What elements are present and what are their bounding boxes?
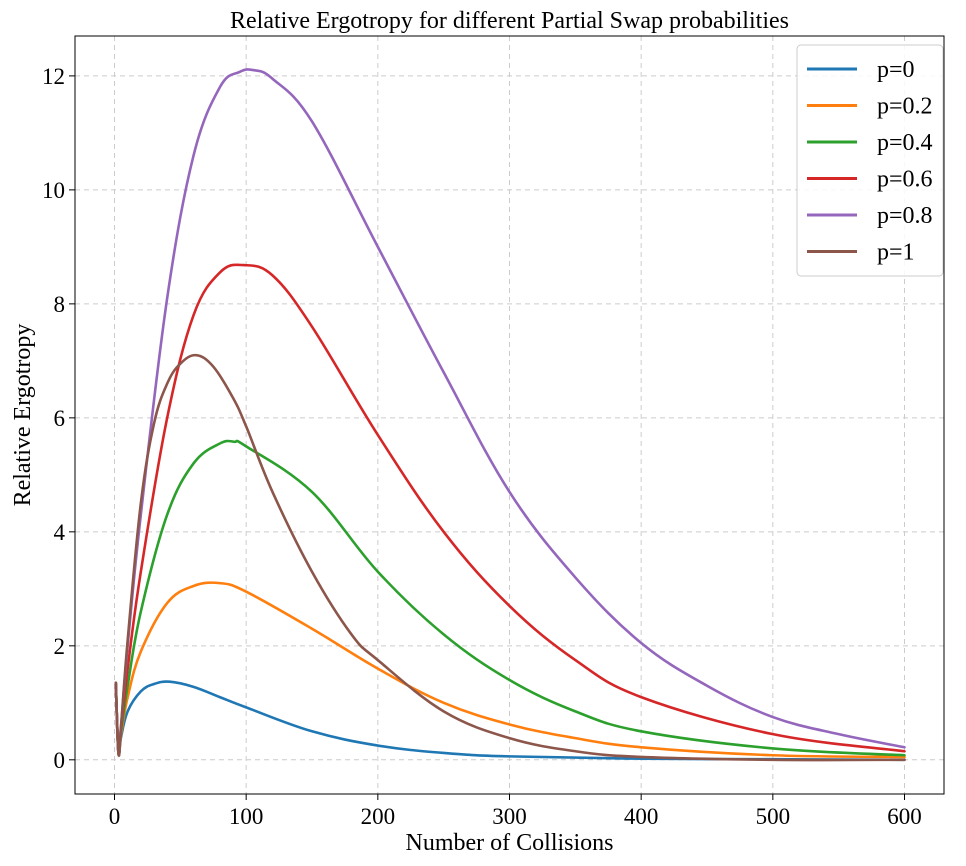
y-tick-label: 12 [42, 64, 65, 89]
y-tick-label: 2 [54, 634, 66, 659]
legend-label: p=1 [877, 240, 915, 266]
x-tick-label: 0 [109, 804, 121, 829]
legend-label: p=0 [877, 57, 915, 83]
legend-label: p=0.8 [877, 203, 933, 229]
series-line-p-0-8 [114, 68, 906, 757]
chart-title: Relative Ergotropy for different Partial… [230, 8, 789, 34]
series-line-p-0-4 [114, 439, 906, 757]
x-tick-label: 100 [229, 804, 264, 829]
series-line-p-0 [114, 680, 906, 762]
legend-label: p=0.6 [877, 167, 933, 193]
axis-ticks: 0 100 200 300 400 500 600 0 2 4 6 8 10 12 [42, 64, 922, 829]
legend-label: p=0.2 [877, 94, 933, 120]
y-tick-label: 0 [54, 748, 66, 773]
series-line-p-0-6 [114, 263, 906, 757]
x-tick-label: 500 [756, 804, 791, 829]
series-line-p-0-2 [114, 581, 906, 759]
series-line-p-1 [114, 353, 906, 762]
x-tick-label: 600 [887, 804, 922, 829]
y-tick-label: 8 [54, 292, 66, 317]
legend: p=0 p=0.2 p=0.4 p=0.6 p=0.8 p=1 [796, 44, 944, 277]
x-tick-label: 300 [492, 804, 527, 829]
x-axis-label: Number of Collisions [406, 830, 614, 856]
y-tick-label: 6 [54, 406, 66, 431]
y-tick-label: 10 [42, 178, 65, 203]
legend-label: p=0.4 [877, 130, 933, 156]
legend-box [796, 44, 944, 277]
y-axis-label: Relative Ergotropy [10, 324, 36, 507]
x-tick-label: 200 [361, 804, 396, 829]
x-tick-label: 400 [624, 804, 659, 829]
series-lines [114, 68, 906, 762]
y-tick-label: 4 [54, 520, 66, 545]
